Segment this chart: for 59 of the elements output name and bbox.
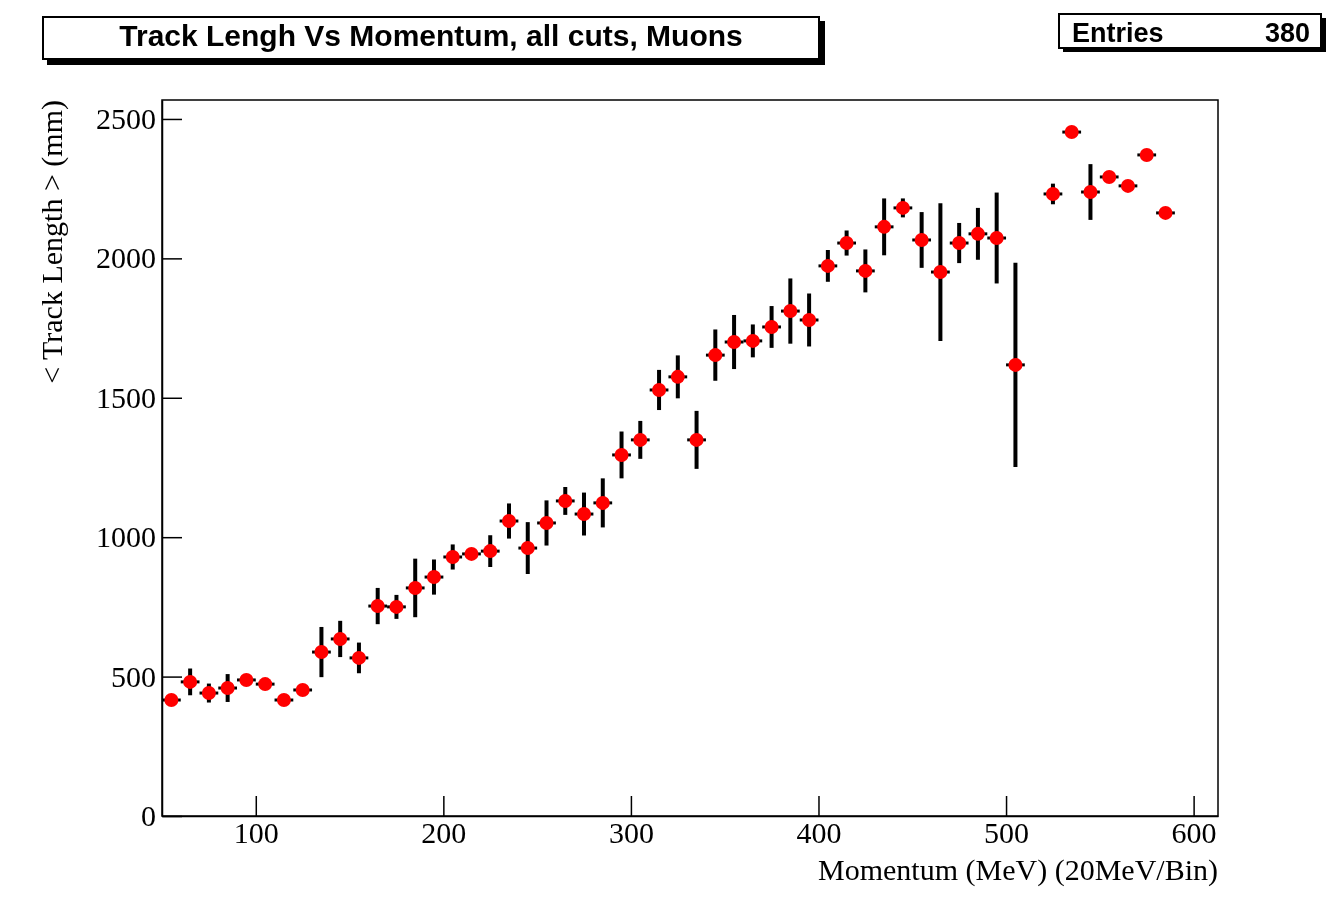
point xyxy=(164,693,179,708)
point xyxy=(1064,125,1079,140)
point xyxy=(502,514,516,529)
x-axis-title: Momentum (MeV) (20MeV/Bin) xyxy=(818,853,1218,887)
point xyxy=(802,312,817,327)
point xyxy=(914,232,929,247)
point xyxy=(1120,178,1135,193)
point xyxy=(952,236,967,251)
point xyxy=(783,304,798,319)
point xyxy=(220,681,235,696)
point xyxy=(1045,186,1060,201)
point xyxy=(314,645,329,660)
x-tick-label: 600 xyxy=(1171,816,1217,850)
point xyxy=(670,369,685,384)
point xyxy=(595,495,610,510)
point xyxy=(558,493,573,508)
point xyxy=(577,507,592,522)
point xyxy=(295,682,310,697)
point xyxy=(764,319,779,334)
x-tick-label: 400 xyxy=(796,816,842,850)
y-axis-title: < Track Length > (mm) xyxy=(35,100,69,384)
text: 380 xyxy=(1264,18,1310,48)
point xyxy=(1139,147,1154,162)
point xyxy=(183,674,198,689)
point xyxy=(201,686,216,701)
point xyxy=(351,650,366,665)
point xyxy=(820,258,835,273)
point xyxy=(539,515,554,530)
x-tick-label: 500 xyxy=(984,816,1030,850)
point xyxy=(877,219,892,234)
point xyxy=(333,631,348,646)
point xyxy=(1158,205,1173,220)
x-tick-label: 300 xyxy=(608,816,654,850)
point xyxy=(839,236,854,251)
point xyxy=(276,693,291,708)
y-tick-label: 0 xyxy=(141,799,156,833)
y-tick-label: 2500 xyxy=(96,102,156,136)
point xyxy=(408,580,423,595)
x-tick-label: 200 xyxy=(421,816,467,850)
y-tick-label: 1500 xyxy=(96,380,156,414)
y-tick-label: 2000 xyxy=(96,241,156,275)
y-tick-label: 500 xyxy=(111,659,156,693)
point xyxy=(933,265,948,280)
point xyxy=(708,348,723,363)
point xyxy=(520,541,535,556)
point xyxy=(633,432,648,447)
point xyxy=(1102,169,1117,184)
point xyxy=(1008,357,1023,372)
point xyxy=(614,447,629,462)
point xyxy=(1083,185,1098,200)
chart-title: Track Lengh Vs Momentum, all cuts, Muons xyxy=(119,19,743,52)
point xyxy=(689,432,704,447)
y-tick-label: 1000 xyxy=(96,520,156,554)
point xyxy=(652,382,667,397)
point xyxy=(858,263,873,278)
point xyxy=(895,200,910,215)
x-tick-label: 100 xyxy=(233,816,279,850)
text: Entries xyxy=(1072,18,1164,48)
point xyxy=(426,570,441,585)
